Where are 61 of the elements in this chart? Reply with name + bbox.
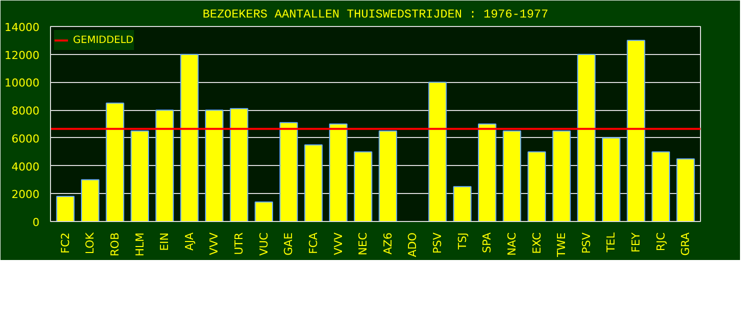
y-tick-label: 0	[32, 216, 40, 229]
x-tick-label: TSJ	[456, 232, 469, 250]
bar	[205, 110, 224, 222]
x-tick-label: NAC	[505, 232, 518, 256]
bar	[676, 158, 695, 222]
y-tick-label: 8000	[12, 104, 40, 118]
x-tick-label: VVV	[332, 232, 345, 256]
x-tick-label: ADO	[406, 232, 420, 258]
x-tick-label: LOK	[84, 232, 97, 254]
x-tick-label: GAE	[282, 232, 296, 256]
bar	[577, 54, 596, 222]
x-tick-label: UTR	[232, 232, 246, 255]
bar	[81, 179, 100, 222]
bar	[378, 130, 398, 222]
y-tick-label: 2000	[12, 188, 40, 202]
x-tick-label: HLM	[133, 232, 146, 256]
y-tick-label: 14000	[4, 21, 40, 34]
y-tick-label: 12000	[4, 48, 40, 62]
x-tick-label: AZ6	[381, 232, 394, 255]
x-tick-label: EXC	[530, 232, 544, 254]
bar	[354, 151, 372, 222]
x-tick-label: GRA	[679, 232, 692, 256]
x-tick-label: PSV	[431, 232, 444, 254]
y-tick-label: 4000	[12, 160, 40, 174]
bar	[502, 130, 522, 222]
bar	[304, 144, 323, 222]
x-tick-label: VUC	[257, 232, 270, 256]
x-tick-label: AJA	[182, 232, 196, 251]
bar	[552, 130, 571, 222]
chart-title: BEZOEKERS AANTALLEN THUISWEDSTRIJDEN : 1976-1977	[202, 8, 548, 22]
x-tick-label: TWE	[555, 232, 568, 258]
x-tick-label: SPA	[480, 232, 494, 253]
x-tick-label: FEY	[629, 232, 642, 252]
x-tick-label: PSV	[580, 232, 593, 254]
bar	[56, 196, 75, 222]
x-tick-label: VVV	[208, 232, 221, 256]
x-tick-label: ROB	[108, 232, 122, 256]
x-tick-label: RJC	[654, 232, 668, 252]
bar	[478, 124, 496, 222]
bar	[279, 122, 298, 222]
y-tick-label: 6000	[12, 132, 40, 146]
x-tick-label: FC2	[58, 232, 72, 254]
x-tick-label: TEL	[604, 232, 618, 254]
bar	[626, 40, 646, 222]
bar	[106, 102, 124, 222]
x-tick-label: EIN	[158, 232, 172, 251]
legend-label: GEMIDDELD	[73, 34, 134, 46]
bar	[602, 137, 620, 222]
bar	[230, 108, 248, 222]
bar	[453, 186, 472, 222]
x-tick-label: NEC	[356, 232, 370, 256]
bar	[652, 151, 670, 222]
bar	[428, 82, 447, 222]
bar	[180, 54, 199, 222]
y-tick-label: 10000	[4, 76, 40, 90]
bar	[130, 130, 149, 222]
bar	[528, 151, 546, 222]
bar	[329, 124, 348, 222]
x-tick-label: FCA	[306, 232, 320, 254]
bar	[254, 202, 274, 222]
bar	[155, 110, 174, 222]
